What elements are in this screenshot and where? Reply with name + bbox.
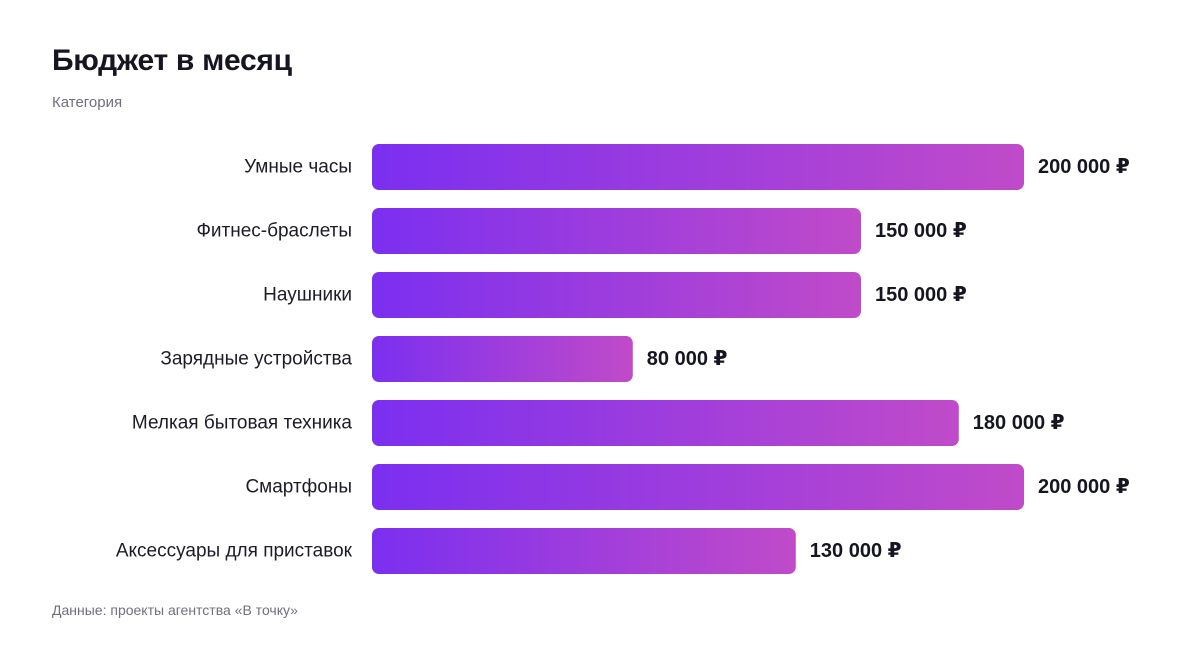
category-label: Аксессуары для приставок bbox=[116, 541, 353, 562]
bar bbox=[372, 272, 861, 318]
value-label: 200 000 ₽ bbox=[1038, 156, 1130, 178]
bar-row: Аксессуары для приставок 130 000 ₽ bbox=[116, 528, 902, 574]
value-label: 80 000 ₽ bbox=[647, 348, 728, 370]
value-label: 150 000 ₽ bbox=[875, 284, 967, 306]
bars-group: Умные часы 200 000 ₽ Фитнес-браслеты 150 00… bbox=[116, 144, 1130, 574]
bar bbox=[372, 464, 1024, 510]
bar-row: Смартфоны 200 000 ₽ bbox=[245, 464, 1130, 510]
bar bbox=[372, 144, 1024, 190]
bar-row: Наушники 150 000 ₽ bbox=[263, 272, 967, 318]
source-note: Данные: проекты агентства «В точку» bbox=[52, 602, 298, 618]
chart-subtitle: Категория bbox=[52, 94, 123, 111]
bar bbox=[372, 336, 633, 382]
category-label: Смартфоны bbox=[245, 477, 352, 498]
category-label: Мелкая бытовая техника bbox=[132, 413, 353, 434]
value-label: 200 000 ₽ bbox=[1038, 476, 1130, 498]
bar bbox=[372, 528, 796, 574]
category-label: Наушники bbox=[263, 285, 352, 306]
bar-row: Мелкая бытовая техника 180 000 ₽ bbox=[132, 400, 1065, 446]
value-label: 130 000 ₽ bbox=[810, 540, 902, 562]
value-label: 150 000 ₽ bbox=[875, 220, 967, 242]
bar-row: Умные часы 200 000 ₽ bbox=[244, 144, 1130, 190]
value-label: 180 000 ₽ bbox=[973, 412, 1065, 434]
category-label: Зарядные устройства bbox=[160, 349, 352, 370]
category-label: Умные часы bbox=[244, 157, 352, 178]
chart-title: Бюджет в месяц bbox=[52, 44, 292, 77]
bar-row: Фитнес-браслеты 150 000 ₽ bbox=[196, 208, 967, 254]
bar bbox=[372, 400, 959, 446]
category-label: Фитнес-браслеты bbox=[196, 221, 352, 242]
bar-row: Зарядные устройства 80 000 ₽ bbox=[160, 336, 728, 382]
bar bbox=[372, 208, 861, 254]
